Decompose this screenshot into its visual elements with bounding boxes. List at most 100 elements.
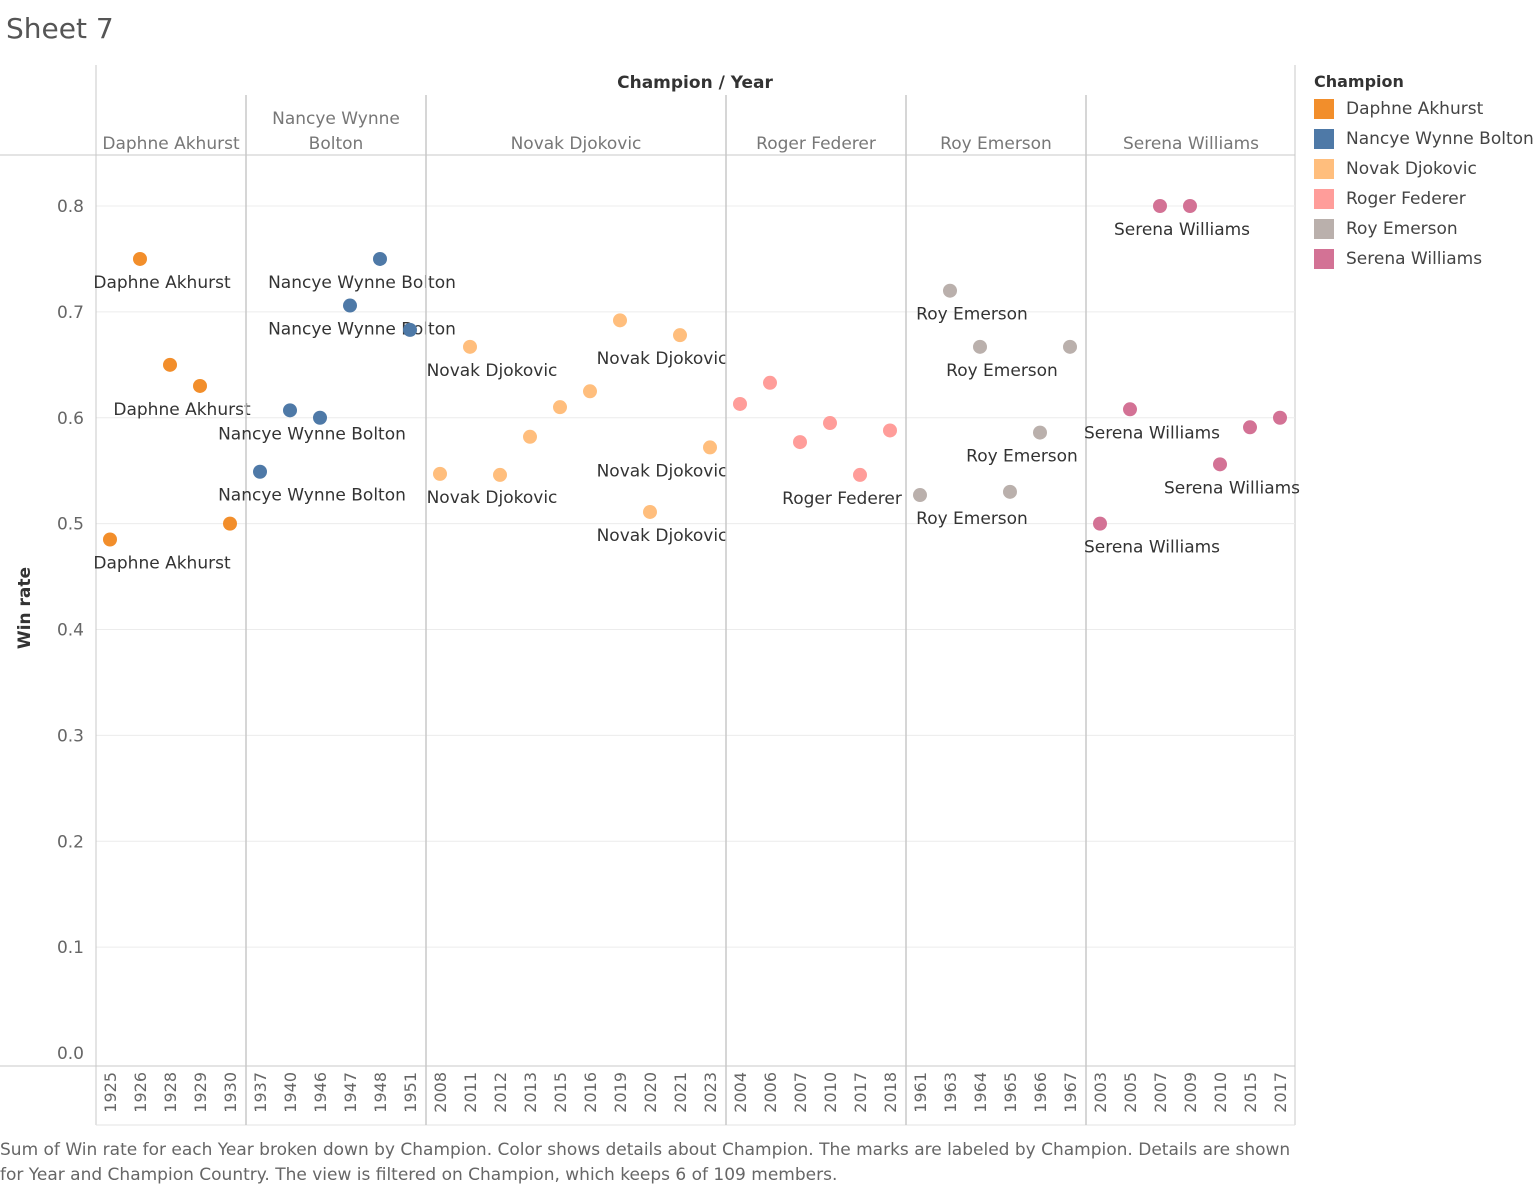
x-tick-label: 1966: [1031, 1072, 1050, 1113]
x-tick-label: 2011: [461, 1072, 480, 1113]
legend-label: Nancye Wynne Bolton: [1346, 129, 1534, 149]
data-point: [343, 298, 357, 313]
data-point: [313, 410, 327, 425]
data-point: [1183, 199, 1197, 213]
x-tick-label: 1937: [251, 1072, 270, 1113]
data-label: Serena Williams: [1164, 478, 1300, 498]
x-tick-label: 1928: [161, 1072, 180, 1113]
data-label: Serena Williams: [1084, 538, 1220, 558]
x-tick-label: 2018: [881, 1072, 900, 1113]
data-label: Roy Emerson: [916, 509, 1028, 529]
legend-swatch: [1314, 249, 1334, 269]
legend-swatch: [1314, 159, 1334, 179]
data-point: [1243, 420, 1257, 435]
data-point: [673, 328, 687, 343]
x-tick-label: 2015: [1241, 1072, 1260, 1113]
x-tick-label: 2023: [701, 1072, 720, 1113]
scatter-chart: Champion / Year 0.0 0.1 0.2 0.3 0.4 0.5 0.6 0.7 0…: [0, 65, 1300, 1126]
x-tick-label: 1946: [311, 1072, 330, 1113]
x-tick-label: 1964: [971, 1072, 990, 1113]
panel-header: Roger Federer: [756, 134, 876, 154]
data-label: Novak Djokovic: [597, 349, 728, 369]
x-tick-label: 1961: [911, 1072, 930, 1113]
legend-item[interactable]: Daphne Akhurst: [1314, 94, 1538, 124]
data-point: [703, 440, 717, 455]
data-point: [643, 504, 657, 519]
legend-label: Serena Williams: [1346, 249, 1483, 269]
legend-swatch: [1314, 189, 1334, 209]
data-label: Roy Emerson: [946, 361, 1058, 381]
data-label: Roy Emerson: [916, 305, 1028, 325]
legend-swatch: [1314, 99, 1334, 119]
data-label: Daphne Akhurst: [113, 400, 251, 420]
data-label: Nancye Wynne Bolton: [268, 320, 456, 340]
x-tick-label: 1951: [401, 1072, 420, 1113]
x-tick-label: 2015: [551, 1072, 570, 1113]
x-tick-label: 1940: [281, 1072, 300, 1113]
legend-item[interactable]: Roger Federer: [1314, 184, 1538, 214]
data-label: Novak Djokovic: [427, 488, 558, 508]
x-tick-label: 2021: [671, 1072, 690, 1113]
x-tick-label: 2019: [611, 1072, 630, 1113]
data-label: Roy Emerson: [966, 447, 1078, 467]
data-point: [1063, 339, 1077, 354]
legend-label: Roy Emerson: [1346, 219, 1458, 239]
panel-header: Nancye Wynne Bolton: [272, 109, 400, 154]
data-point: [523, 429, 537, 444]
legend-label: Roger Federer: [1346, 189, 1466, 209]
y-axis-label: Win rate: [15, 567, 35, 649]
data-point: [553, 400, 567, 415]
chart-caption: Sum of Win rate for each Year broken dow…: [0, 1140, 1291, 1185]
legend-swatch: [1314, 219, 1334, 239]
legend-item[interactable]: Roy Emerson: [1314, 214, 1538, 244]
y-tick-label: 0.3: [57, 726, 84, 746]
data-point: [1273, 410, 1287, 425]
data-point: [1213, 457, 1227, 472]
x-tick-label: 1926: [131, 1072, 150, 1113]
data-point: [253, 464, 267, 479]
column-header-title: Champion / Year: [617, 73, 773, 93]
data-label: Novak Djokovic: [597, 526, 728, 546]
x-tick-label: 1967: [1061, 1072, 1080, 1113]
data-point: [853, 467, 867, 482]
data-point: [613, 313, 627, 328]
panel-header: Daphne Akhurst: [102, 134, 240, 154]
y-tick-label: 0.1: [57, 938, 84, 958]
data-point: [1033, 425, 1047, 440]
x-tick-label: 1930: [221, 1072, 240, 1113]
x-tick-label: 2016: [581, 1072, 600, 1113]
data-point: [193, 378, 207, 393]
x-tick-label: 2010: [821, 1072, 840, 1113]
y-tick-label: 0.8: [57, 197, 84, 217]
data-point: [733, 396, 747, 411]
y-tick-label: 0.6: [57, 409, 84, 429]
x-tick-label: 2017: [1271, 1072, 1290, 1113]
x-tick-label: 2003: [1091, 1072, 1110, 1113]
legend-items: Daphne Akhurst Nancye Wynne Bolton Novak D…: [1314, 94, 1538, 274]
data-point: [403, 322, 417, 337]
data-label: Roger Federer: [782, 489, 902, 509]
data-point: [973, 339, 987, 354]
data-point: [1003, 484, 1017, 499]
y-tick-label: 0.4: [57, 621, 84, 641]
data-point: [163, 357, 177, 372]
x-tick-label: 2010: [1211, 1072, 1230, 1113]
x-tick-label: 2020: [641, 1072, 660, 1113]
legend: Champion Daphne Akhurst Nancye Wynne Bolt…: [1314, 70, 1538, 274]
x-tick-label: 2017: [851, 1072, 870, 1113]
data-point: [133, 251, 147, 266]
x-tick-label: 1947: [341, 1072, 360, 1113]
legend-item[interactable]: Nancye Wynne Bolton: [1314, 124, 1538, 154]
legend-item[interactable]: Novak Djokovic: [1314, 154, 1538, 184]
data-point: [823, 416, 837, 431]
panel-header: Serena Williams: [1123, 134, 1259, 154]
data-point: [583, 384, 597, 399]
panel-header: Roy Emerson: [940, 134, 1052, 154]
y-tick-label: 0.0: [57, 1044, 84, 1064]
legend-swatch: [1314, 129, 1334, 149]
legend-title: Champion: [1314, 72, 1404, 91]
x-tick-label: 1948: [371, 1072, 390, 1113]
legend-item[interactable]: Serena Williams: [1314, 244, 1538, 274]
data-label: Serena Williams: [1114, 220, 1250, 240]
x-tick-label: 2012: [491, 1072, 510, 1113]
